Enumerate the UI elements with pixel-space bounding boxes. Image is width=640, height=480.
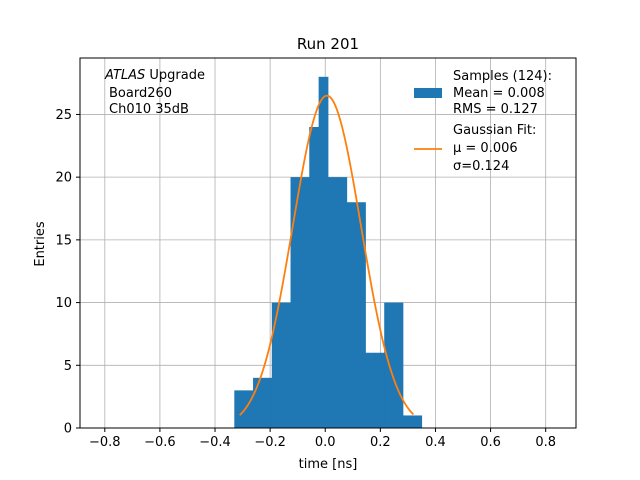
fit-line [239,94,415,416]
histogram-bar [253,377,263,428]
x-axis-ticks: −0.8 −0.6 −0.4 −0.2 0.0 0.2 0.4 0.6 0.8 [89,428,556,450]
x-tick-label: 0.8 [535,435,556,450]
y-tick-label: 5 [64,359,72,374]
histogram-bar [393,302,404,428]
histogram-bar [318,76,329,428]
histogram-bar [309,126,320,429]
histogram-bars [234,76,423,429]
annotation-line-1: ATLAS Upgrade [104,68,205,83]
y-tick-label: 15 [55,233,72,248]
histogram-bar [374,352,385,428]
legend-samples-swatch [414,88,442,98]
x-tick-label: 0.4 [425,435,446,450]
x-axis-label: time [ns] [299,457,358,472]
legend-fit-text: σ=0.124 [453,159,509,174]
histogram-bar [262,377,273,428]
x-tick-label: −0.6 [144,435,176,450]
histogram-bar [271,302,282,428]
histogram-bar [243,390,254,428]
histogram-bar [328,177,338,428]
histogram-bar [234,390,245,428]
histogram-bar [346,202,357,428]
legend-fit-text: μ = 0.006 [453,141,518,156]
histogram-bar [299,177,310,428]
x-tick-label: 0.2 [370,435,391,450]
x-tick-label: 0.0 [315,435,336,450]
annotation-board: Board260 [109,86,172,101]
legend-samples-text: RMS = 0.127 [453,102,538,117]
histogram-bar [337,177,348,428]
histogram-bar [356,202,366,428]
axes-frame [79,57,577,429]
annotation-channel: Ch010 35dB [109,102,189,117]
histogram-bar [402,415,413,428]
gaussian-fit-curve [239,94,415,416]
y-tick-label: 10 [55,296,72,311]
y-tick-label: 25 [55,108,72,123]
x-tick-label: −0.8 [89,435,121,450]
y-tick-label: 20 [55,171,72,186]
legend: Samples (124): Mean = 0.008 RMS = 0.127 G… [414,69,552,174]
plot-frame [79,57,577,429]
histogram-bar [365,352,376,428]
legend-fit-text: Gaussian Fit: [453,123,536,138]
upgrade-label: Upgrade [145,68,205,83]
x-tick-label: −0.4 [199,435,231,450]
y-axis-label: Entries [33,221,48,267]
histogram-bar [290,177,301,428]
y-tick-label: 0 [64,422,72,437]
x-tick-label: −0.2 [254,435,286,450]
atlas-label: ATLAS [104,68,145,83]
histogram-bar [412,415,423,428]
x-tick-label: 0.6 [480,435,501,450]
annotation-box: ATLAS Upgrade Board260 Ch010 35dB [104,68,205,117]
histogram-bar [281,302,291,428]
chart-title: Run 201 [297,35,359,53]
y-axis-ticks: 0 5 10 15 20 25 [55,108,80,437]
legend-samples-text: Mean = 0.008 [453,86,545,101]
legend-samples-text: Samples (124): [453,69,552,84]
